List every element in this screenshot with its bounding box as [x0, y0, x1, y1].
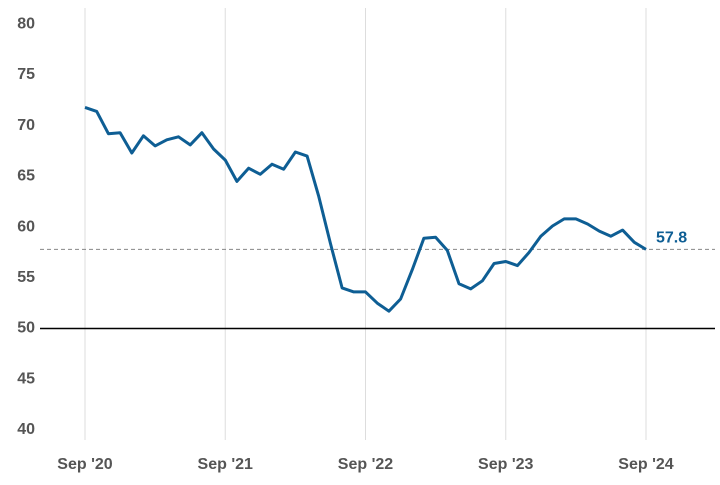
y-tick-label: 75 [17, 66, 35, 83]
y-tick-label: 50 [17, 320, 35, 337]
y-tick-label: 40 [17, 421, 35, 438]
y-tick-label: 80 [17, 15, 35, 32]
x-tick-label: Sep '20 [57, 456, 112, 473]
y-tick-label: 65 [17, 168, 35, 185]
x-tick-label: Sep '22 [338, 456, 393, 473]
y-tick-label: 60 [17, 218, 35, 235]
y-tick-label: 55 [17, 269, 35, 286]
series-line [84, 105, 647, 313]
y-tick-label: 70 [17, 117, 35, 134]
y-tick-label: 45 [17, 370, 35, 387]
value-label: 57.8 [656, 230, 687, 247]
x-tick-label: Sep '24 [618, 456, 673, 473]
x-tick-label: Sep '21 [198, 456, 253, 473]
x-tick-label: Sep '23 [478, 456, 533, 473]
